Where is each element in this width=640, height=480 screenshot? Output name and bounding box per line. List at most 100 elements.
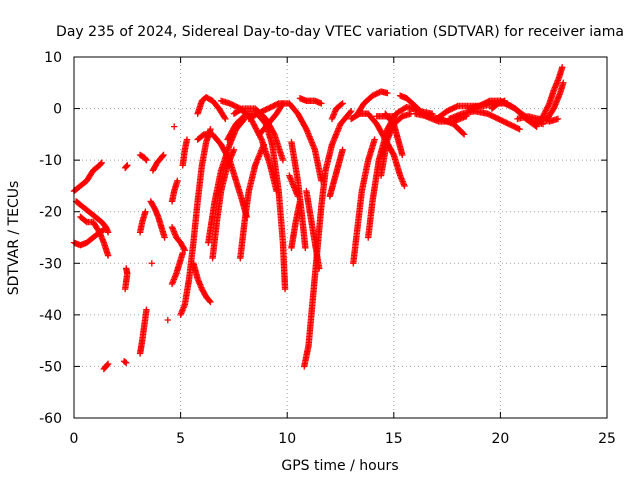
series-arc-22 [190,260,214,306]
data-point [104,252,112,259]
series-arc-09 [136,151,150,164]
series-arc-40 [328,100,346,123]
series-arc-55 [544,79,567,123]
data-point [161,234,168,241]
series-arc-32 [217,97,280,195]
data-point [540,111,547,119]
series-arc-33 [288,138,309,252]
series-arc-56 [488,97,508,112]
data-point [315,265,323,272]
series-arc-08 [121,265,131,293]
series-arc-41 [350,136,378,267]
x-axis-label: GPS time / hours [281,458,398,474]
x-tick-label: 20 [491,431,509,447]
data-point [98,159,105,166]
data-point [123,162,130,170]
y-axis-label: SDTVAR / TECUs [6,181,22,296]
series-arc-10 [136,208,149,236]
data-point [296,198,304,205]
series-arc-13 [149,151,167,174]
series-arc-54 [533,64,566,128]
data-point [281,285,289,293]
data-point [206,297,213,305]
series-arc-23 [194,94,229,123]
series-arc-38 [288,198,304,252]
data-point [542,107,550,114]
x-tick-label: 0 [70,431,79,447]
data-point [97,160,105,167]
data-point [142,156,149,163]
data-point [221,114,228,121]
series-arc-35 [296,95,325,107]
data-point [460,131,468,138]
data-point [339,146,346,154]
data-point [278,101,286,108]
series-arc-47 [373,113,397,120]
series-arc-51 [446,107,523,133]
x-tick-label: 5 [176,431,185,447]
data-point [171,123,178,130]
data-point [121,285,129,293]
series-arc-26 [209,146,238,262]
data-point [370,91,378,99]
y-tick-label: 10 [44,50,62,66]
series-arc-34 [301,107,355,370]
data-point [159,152,167,160]
series-arc-03 [72,198,112,236]
data-points [70,64,567,373]
series-arc-14 [148,260,156,267]
series-arc-15 [164,316,172,324]
x-axis-ticks: 0 5 10 15 20 25 [70,57,616,447]
series-arc-04 [77,213,112,259]
data-point [164,316,172,324]
data-point [390,113,397,120]
y-tick-label: -40 [39,308,62,324]
series-arc-43 [354,88,391,117]
data-point [318,100,325,107]
data-point [207,126,214,133]
data-point [372,91,379,98]
series-arc-39 [326,146,346,200]
data-point [346,109,354,116]
data-point [121,358,129,366]
data-point [148,260,156,267]
data-point [180,245,188,253]
series-arc-11 [136,306,150,357]
data-point [339,100,346,107]
data-point [338,101,345,108]
data-point [104,229,112,236]
data-point [544,104,551,111]
data-point [207,298,214,306]
data-point [179,249,186,257]
data-point [544,103,552,110]
data-point [560,79,567,86]
data-point [279,100,287,107]
data-point [373,90,380,97]
data-point [539,113,547,120]
series-arc-16 [168,177,181,205]
plot-frame [73,56,608,419]
data-point [399,151,406,159]
series-arc-18 [171,123,178,130]
series-arc-20 [177,126,214,319]
y-tick-label: -60 [39,411,62,427]
data-point [222,115,229,123]
data-point [160,151,167,159]
series-arc-06 [120,358,130,367]
data-point [541,108,549,116]
data-point [143,156,150,164]
data-point [459,130,467,137]
y-tick-label: -20 [39,205,62,221]
y-tick-label: 0 [53,102,62,118]
series-arc-01 [70,159,105,195]
series-arc-30 [245,100,325,184]
series-arc-17 [168,223,189,254]
data-point [554,115,562,123]
data-point [302,244,309,252]
data-point [124,162,131,169]
data-point [401,182,408,190]
series-arc-27 [237,141,267,262]
data-point [257,134,265,142]
y-tick-label: -50 [39,359,62,375]
